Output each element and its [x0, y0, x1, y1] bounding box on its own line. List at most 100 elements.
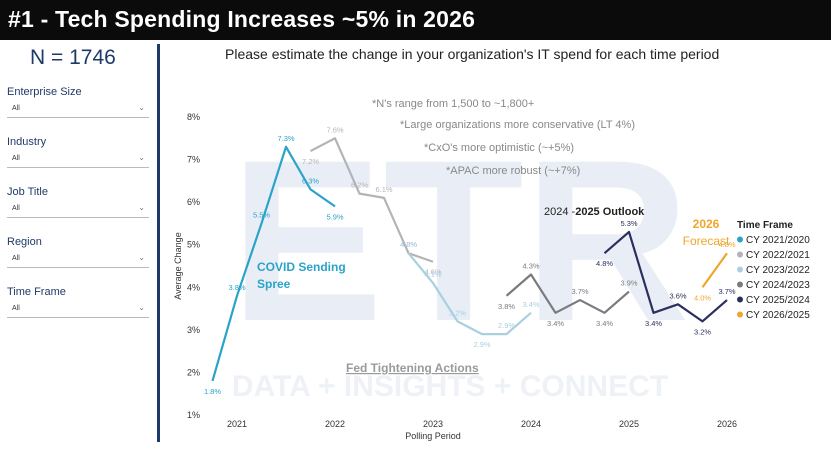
filter-sidebar: N = 1746 Enterprise Size All ⌄ Industry A…: [0, 40, 160, 444]
x-axis-title: Polling Period: [405, 431, 461, 441]
job-title-dropdown[interactable]: All ⌄: [7, 203, 149, 218]
y-tick-label: 7%: [187, 155, 200, 165]
watermark-logo: ETR: [230, 112, 690, 369]
data-label: 4.8%: [400, 240, 417, 249]
series-line: [505, 273, 630, 314]
data-label: 4.1%: [424, 270, 441, 279]
legend-entry: CY 2024/2023: [746, 280, 810, 291]
y-tick-label: 6%: [187, 197, 200, 207]
data-label: 7.6%: [326, 125, 343, 134]
legend-title: Time Frame: [737, 220, 793, 231]
x-tick-label: 2023: [423, 419, 443, 429]
data-label: 6.3%: [302, 176, 319, 185]
dropdown-value: All: [12, 205, 20, 212]
legend-marker: [737, 281, 743, 288]
legend-entry: CY 2026/2025: [746, 310, 810, 321]
etr-watermark: ETR DATA + INSIGHTS + CONNECT: [230, 112, 690, 403]
data-label: 4.6%: [424, 268, 441, 277]
filter-label: Enterprise Size: [7, 86, 82, 98]
data-label: 2.9%: [473, 340, 490, 349]
dropdown-value: All: [12, 305, 20, 312]
data-label: 3.4%: [522, 300, 539, 309]
data-label: 4.8%: [596, 259, 613, 268]
series-line: [407, 252, 532, 336]
y-tick-label: 3%: [187, 325, 200, 335]
note-sample-range: *N's range from 1,500 to ~1,800+: [372, 98, 534, 110]
fed-annotation: Fed Tightening Actions: [346, 361, 479, 375]
series-line: [701, 252, 728, 288]
time-frame-dropdown[interactable]: All ⌄: [7, 303, 149, 318]
data-label: 3.4%: [645, 319, 662, 328]
data-label: 3.6%: [669, 291, 686, 300]
series-line: [211, 145, 336, 382]
series-line: [309, 137, 434, 263]
chevron-down-icon: ⌄: [138, 303, 145, 312]
title-bar: #1 - Tech Spending Increases ~5% in 2026: [0, 0, 831, 40]
x-tick-label: 2022: [325, 419, 345, 429]
data-label: 3.2%: [694, 327, 711, 336]
note-cxo: *CxO's more optimistic (~+5%): [424, 142, 574, 154]
x-tick-label: 2021: [227, 419, 247, 429]
note-apac: *APAC more robust (~+7%): [446, 165, 580, 177]
filter-industry: Industry All ⌄: [7, 136, 149, 168]
data-label: 7.2%: [302, 157, 319, 166]
data-label: 6.1%: [375, 185, 392, 194]
forecast-annotation-line2: Forecast: [683, 234, 730, 248]
note-large-orgs: *Large organizations more conservative (…: [400, 119, 635, 131]
legend-marker: [737, 296, 743, 303]
data-label: 3.4%: [547, 319, 564, 328]
enterprise-size-dropdown[interactable]: All ⌄: [7, 103, 149, 118]
chevron-down-icon: ⌄: [138, 203, 145, 212]
legend-entry: CY 2021/2020: [746, 235, 810, 246]
legend-marker: [737, 266, 743, 273]
legend-entry: CY 2025/2024: [746, 295, 810, 306]
chart-notes: *N's range from 1,500 to ~1,800+ *Large …: [372, 98, 635, 177]
covid-annotation-line1: COVID Sending: [257, 260, 346, 274]
chart-question-heading: Please estimate the change in your organ…: [225, 46, 720, 62]
page-title: #1 - Tech Spending Increases ~5% in 2026: [8, 6, 476, 32]
data-label: 1.8%: [204, 387, 221, 396]
region-dropdown[interactable]: All ⌄: [7, 253, 149, 268]
x-tick-label: 2025: [619, 419, 639, 429]
legend-marker: [737, 251, 743, 258]
y-tick-label: 8%: [187, 112, 200, 122]
chart-legend: Time Frame CY 2021/2020 CY 2022/2021 CY 202…: [737, 220, 810, 321]
filter-label: Job Title: [7, 186, 48, 198]
data-label: 3.8%: [228, 283, 245, 292]
it-spend-line-chart: ETR DATA + INSIGHTS + CONNECT 1% 2% 3% 4% 5%…: [173, 98, 810, 441]
filter-label: Industry: [7, 136, 47, 148]
filter-region: Region All ⌄: [7, 236, 149, 268]
outlook-bold: 2025 Outlook: [575, 206, 645, 218]
outlook-annotation: 2024 -2025 Outlook: [544, 206, 645, 218]
filter-enterprise-size: Enterprise Size All ⌄: [7, 86, 149, 118]
sample-size-label: N = 1746: [30, 46, 116, 69]
legend-marker: [737, 236, 743, 243]
data-label: 3.7%: [718, 287, 735, 296]
y-tick-label: 2%: [187, 367, 200, 377]
industry-dropdown[interactable]: All ⌄: [7, 153, 149, 168]
chevron-down-icon: ⌄: [138, 103, 145, 112]
y-tick-label: 5%: [187, 240, 200, 250]
legend-marker: [737, 311, 743, 318]
y-tick-label: 4%: [187, 282, 200, 292]
sidebar-divider: [157, 44, 160, 442]
data-label: 4.3%: [522, 262, 539, 271]
data-label: 6.2%: [351, 181, 368, 190]
data-label: 5.3%: [620, 219, 637, 228]
dropdown-value: All: [12, 155, 20, 162]
dropdown-value: All: [12, 105, 20, 112]
chart-series: 1.8% 3.8% 5.5% 7.3% 6.3% 5.9% 7.2% 7.6% 6.2% 6.1%…: [204, 125, 736, 396]
chevron-down-icon: ⌄: [138, 253, 145, 262]
data-label: 3.4%: [596, 319, 613, 328]
x-tick-label: 2024: [521, 419, 541, 429]
data-label: 3.7%: [571, 287, 588, 296]
data-label: 3.9%: [620, 279, 637, 288]
data-label: 4.0%: [694, 293, 711, 302]
y-axis-title: Average Change: [173, 232, 183, 299]
data-label: 5.5%: [253, 210, 270, 219]
filter-label: Time Frame: [7, 286, 66, 298]
outlook-prefix: 2024 -: [544, 206, 576, 218]
data-label: 4.8%: [718, 240, 735, 249]
data-label: 3.2%: [449, 308, 466, 317]
data-label: 7.3%: [277, 134, 294, 143]
